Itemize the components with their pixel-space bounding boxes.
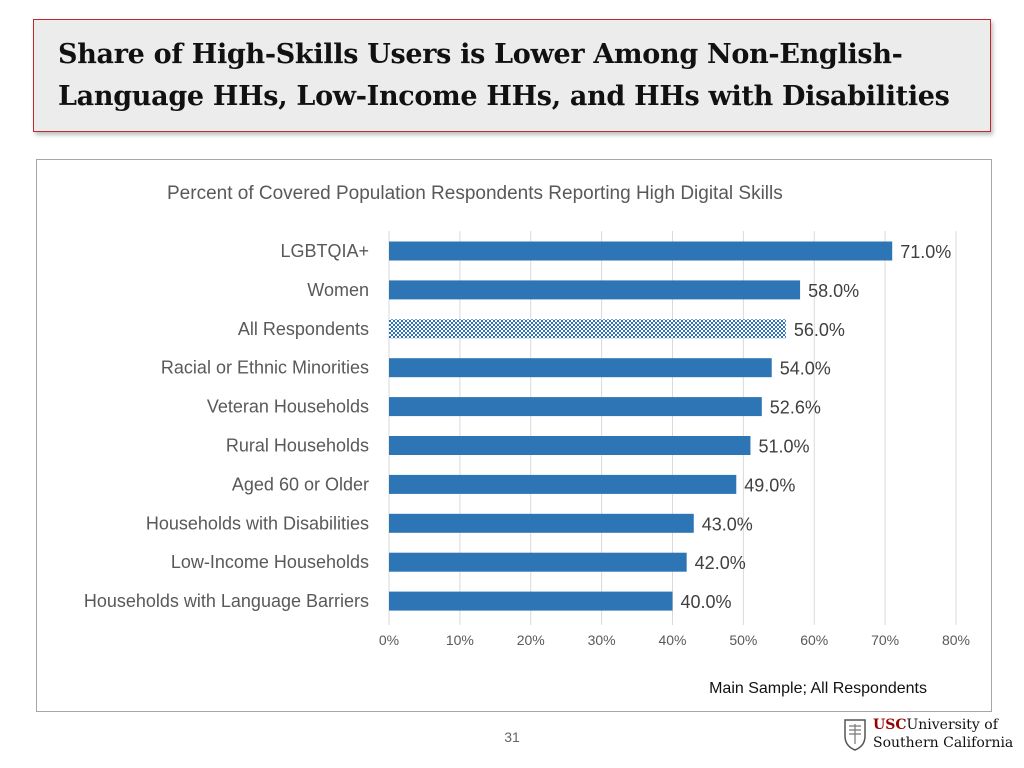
bar	[389, 397, 762, 417]
category-label: Rural Households	[226, 436, 369, 456]
logo-university-of-text: University of	[906, 717, 998, 733]
usc-logo: USCUniversity of Southern California	[843, 716, 1013, 756]
chart-title: Percent of Covered Population Respondent…	[167, 183, 783, 204]
chart-frame: LGBTQIA+ Women All Respondents Racial or Et…	[36, 159, 992, 712]
bar	[389, 513, 694, 533]
data-label: 43.0%	[702, 514, 753, 534]
x-tick-label: 50%	[729, 632, 757, 648]
chart-note: Main Sample; All Respondents	[709, 680, 927, 697]
data-label: 54.0%	[780, 359, 831, 379]
category-label: Racial or Ethnic Minorities	[161, 358, 369, 378]
data-label: 56.0%	[794, 320, 845, 340]
category-label: Veteran Households	[207, 397, 369, 417]
logo-usc-text: USC	[873, 717, 907, 733]
bar	[389, 591, 673, 611]
x-tick-label: 40%	[658, 632, 686, 648]
data-label: 49.0%	[744, 475, 795, 495]
bar	[389, 474, 737, 494]
category-label: Households with Disabilities	[146, 513, 369, 533]
category-label: All Respondents	[238, 319, 369, 339]
bar	[389, 241, 893, 261]
x-tick-label: 80%	[942, 632, 970, 648]
category-label: Aged 60 or Older	[232, 474, 369, 494]
x-tick-label: 10%	[446, 632, 474, 648]
data-label: 58.0%	[808, 281, 859, 301]
title-banner: Share of High-Skills Users is Lower Amon…	[33, 19, 991, 132]
page-number: 31	[504, 729, 520, 745]
usc-seal-icon	[844, 719, 866, 751]
data-label: 52.6%	[770, 398, 821, 418]
bar-chart: LGBTQIA+ Women All Respondents Racial or Et…	[84, 183, 970, 697]
x-tick-label: 0%	[379, 632, 399, 648]
x-tick-label: 30%	[588, 632, 616, 648]
category-label: Low-Income Households	[171, 552, 369, 572]
data-label: 42.0%	[695, 553, 746, 573]
x-tick-label: 20%	[517, 632, 545, 648]
slide-title: Share of High-Skills Users is Lower Amon…	[58, 34, 958, 118]
data-label: 51.0%	[758, 437, 809, 457]
slide-title-line-2: Language HHs, Low-Income HHs, and HHs wi…	[58, 81, 950, 112]
data-label: 71.0%	[900, 242, 951, 262]
bar	[389, 436, 751, 455]
bar	[389, 280, 801, 300]
bar	[389, 358, 772, 378]
bar	[389, 319, 786, 339]
category-label: LGBTQIA+	[280, 241, 369, 261]
bar	[389, 552, 687, 572]
category-label: Households with Language Barriers	[84, 591, 369, 611]
x-tick-label: 60%	[800, 632, 828, 648]
slide-title-line-1: Share of High-Skills Users is Lower Amon…	[58, 39, 903, 70]
category-label: Women	[307, 280, 369, 300]
x-tick-label: 70%	[871, 632, 899, 648]
logo-southern-california-text: Southern California	[873, 735, 1014, 751]
data-label: 40.0%	[681, 592, 732, 612]
